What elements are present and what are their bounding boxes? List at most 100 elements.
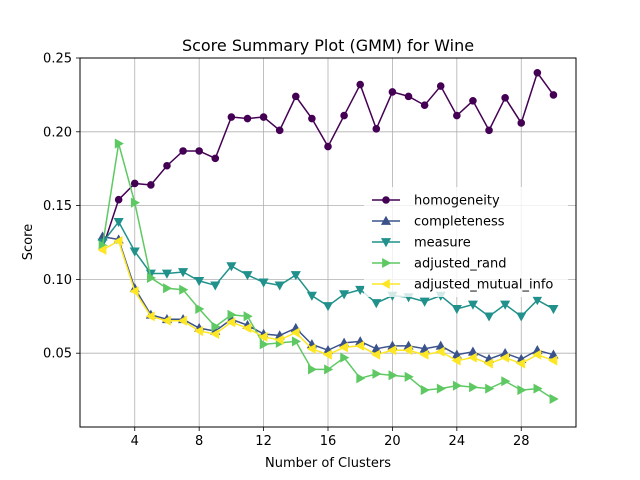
data-point [340, 111, 348, 120]
data-point [355, 285, 366, 295]
data-point [177, 315, 187, 326]
data-point [114, 195, 123, 204]
data-point [388, 88, 397, 96]
data-point [499, 352, 510, 363]
data-point [226, 317, 236, 328]
data-point [290, 327, 300, 338]
data-point [419, 297, 430, 307]
data-point [306, 291, 317, 301]
y-tick-label: 0.20 [43, 125, 72, 140]
data-point [501, 94, 509, 102]
y-tick-label: 0.15 [43, 199, 72, 214]
data-point [211, 154, 220, 163]
data-point [467, 352, 477, 363]
data-point [161, 315, 171, 326]
data-point [258, 278, 269, 288]
data-point [371, 349, 381, 360]
data-point [259, 339, 269, 350]
data-point [114, 138, 124, 149]
data-point [354, 340, 365, 351]
data-point [210, 281, 221, 291]
data-point [259, 113, 268, 121]
data-point [195, 303, 205, 314]
data-point [517, 385, 527, 396]
data-point [420, 385, 430, 396]
data-point [372, 368, 382, 379]
data-point [243, 311, 253, 322]
data-point [290, 271, 301, 281]
series-measure [97, 217, 559, 322]
data-point [404, 92, 413, 101]
data-point [129, 247, 140, 257]
legend-marker [380, 215, 392, 225]
data-point [324, 364, 334, 375]
data-point [178, 268, 189, 278]
data-point [211, 321, 221, 332]
data-point [516, 358, 526, 369]
data-point [548, 305, 559, 315]
data-point [308, 364, 318, 375]
x-axis-label: Number of Clusters [265, 456, 391, 471]
data-point [146, 272, 157, 283]
data-point [227, 309, 237, 320]
data-point [195, 147, 203, 155]
series-homogeneity [98, 68, 558, 253]
data-point [179, 284, 189, 295]
y-tick-label: 0.10 [43, 273, 72, 288]
data-point [242, 323, 252, 334]
data-point [322, 349, 332, 360]
series-adjusted_rand [98, 138, 559, 405]
data-point [258, 331, 268, 343]
series-layer [97, 68, 559, 405]
data-point [549, 91, 558, 99]
legend-marker [382, 196, 390, 204]
legend-marker [380, 278, 390, 290]
data-point [179, 147, 187, 155]
data-point [226, 262, 237, 272]
data-point [453, 111, 461, 120]
data-point [404, 371, 414, 382]
data-point [113, 217, 124, 228]
axis-ticks: 4 8 12 16 20 24 28 0.05 0.10 0.15 0.20 0.25 [43, 52, 529, 450]
chart-title: Score Summary Plot (GMM) for Wine [182, 36, 474, 55]
legend-label: completeness [414, 215, 505, 230]
data-point [469, 97, 477, 105]
data-point [485, 383, 495, 394]
data-point [533, 383, 543, 394]
legend-label: homogeneity [414, 194, 500, 209]
data-point [469, 382, 479, 393]
data-point [324, 142, 332, 151]
data-point [194, 277, 205, 287]
data-point [501, 376, 511, 387]
data-point [113, 235, 123, 247]
data-point [517, 119, 526, 127]
data-point [516, 312, 527, 322]
data-point [371, 299, 382, 309]
y-tick-label: 0.05 [43, 347, 72, 362]
data-point [193, 326, 204, 337]
data-point [130, 197, 140, 208]
data-point [145, 311, 155, 322]
data-point [387, 345, 397, 356]
data-point [227, 113, 236, 121]
data-point [483, 358, 493, 369]
data-point [308, 114, 316, 123]
data-point [291, 92, 300, 101]
data-point [130, 179, 139, 188]
legend-label: adjusted_rand [414, 257, 507, 272]
data-point [340, 352, 350, 363]
data-point [322, 302, 334, 312]
data-point [372, 125, 381, 133]
legend-label: measure [414, 236, 471, 251]
data-point [243, 114, 252, 123]
x-tick-label: 24 [449, 434, 466, 449]
data-point [485, 126, 493, 135]
series-adjusted_mutual_info [97, 235, 558, 369]
data-point [306, 343, 316, 354]
legend-marker [382, 257, 392, 269]
data-point [210, 328, 220, 340]
data-point [500, 300, 511, 310]
x-tick-label: 20 [384, 434, 401, 449]
data-point [147, 181, 155, 189]
legend: homogeneity completeness measure adjusted_r… [364, 187, 568, 297]
